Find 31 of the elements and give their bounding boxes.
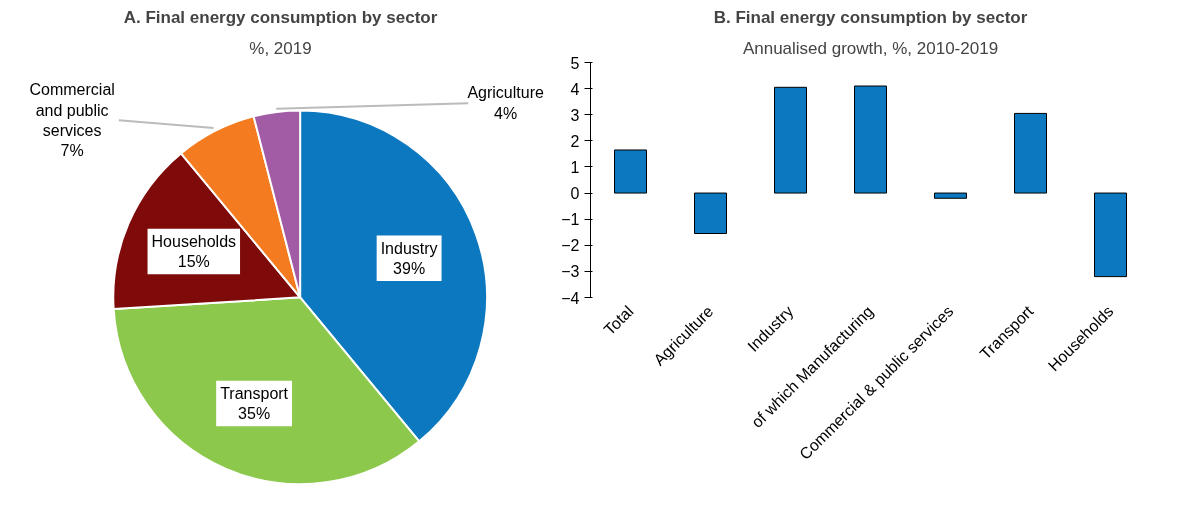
bar <box>774 86 807 194</box>
bar <box>1014 112 1047 194</box>
y-tick-label: 4 <box>570 80 580 98</box>
slice-label: Transport <box>220 384 289 402</box>
data-label: 39% <box>393 259 426 277</box>
chart-subtitle: Annualised growth, %, 2010-2019 <box>742 38 999 58</box>
slice-label: Commercial and public services <box>29 81 115 139</box>
y-tick-label: −3 <box>561 263 580 281</box>
data-label: 35% <box>238 405 271 423</box>
data-label: 15% <box>177 253 210 271</box>
y-tick-label: 1 <box>570 158 580 176</box>
y-tick-label: 3 <box>570 106 580 124</box>
y-tick-label: 0 <box>570 185 580 203</box>
slice-label: Agriculture <box>467 84 544 102</box>
y-tick-label: 5 <box>570 54 580 72</box>
data-label: 7% <box>60 142 84 160</box>
bar <box>1094 192 1127 278</box>
slice-label: Households <box>151 232 237 250</box>
chart-subtitle: %, 2019 <box>249 38 312 58</box>
y-tick-label: −4 <box>561 289 580 307</box>
y-tick-label: −1 <box>561 211 580 229</box>
y-tick-label: −2 <box>561 237 580 255</box>
chart-title: B. Final energy consumption by sector <box>713 7 1028 27</box>
slice-label: Industry <box>380 239 438 257</box>
data-label: 4% <box>494 104 518 122</box>
bar <box>854 85 887 194</box>
bar <box>614 149 647 194</box>
bar <box>934 192 967 199</box>
y-tick-label: 2 <box>570 132 580 150</box>
bar <box>694 192 727 235</box>
chart-title: A. Final energy consumption by sector <box>123 7 438 27</box>
